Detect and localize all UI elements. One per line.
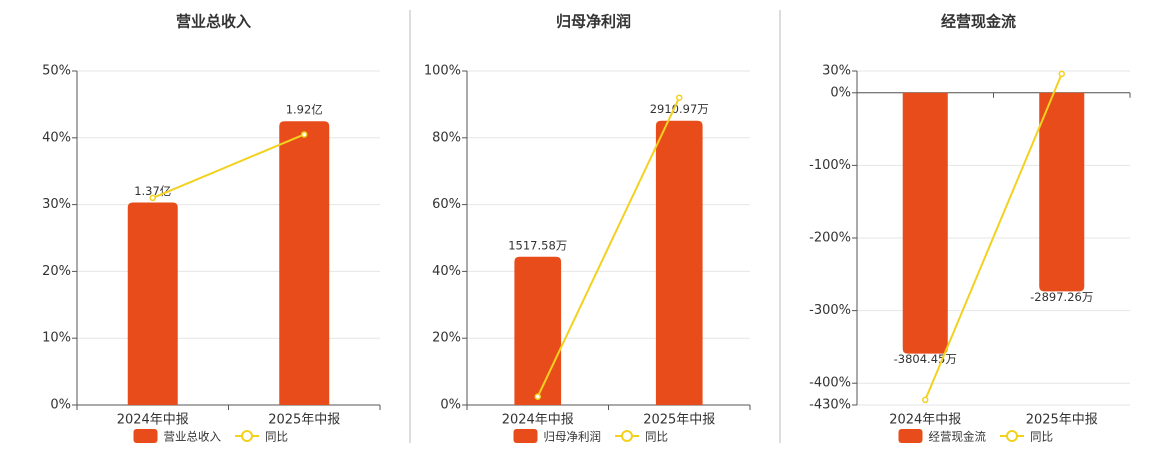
value-label: 2910.97万 (650, 102, 709, 116)
y-tick-label: 30% (42, 197, 71, 212)
line-point (922, 396, 929, 404)
legend-swatch (133, 429, 158, 443)
y-tick-label: 20% (42, 264, 71, 279)
y-tick-label: 60% (432, 197, 461, 212)
legend-label: 营业总收入 (164, 430, 222, 444)
x-tick-label: 2025年中报 (1026, 413, 1098, 428)
legend-swatch (241, 430, 253, 442)
value-label: 1.92亿 (286, 103, 323, 117)
x-tick-label: 2024年中报 (889, 413, 961, 428)
y-tick-label: -400% (809, 376, 851, 391)
chart-title: 营业总收入 (176, 13, 251, 31)
line-point (676, 94, 683, 101)
line (536, 97, 681, 398)
legend-swatch (621, 430, 633, 442)
y-tick-label: 100% (424, 64, 461, 79)
chart-title: 经营现金流 (941, 13, 1016, 31)
bar (279, 121, 330, 405)
y-tick-label: 0% (440, 398, 461, 413)
y-tick-label: 30% (822, 64, 851, 79)
y-tick-label: -430% (809, 398, 851, 413)
line-point (1058, 70, 1065, 78)
bar (514, 256, 562, 405)
legend-label: 同比 (645, 430, 668, 444)
line-point (149, 194, 156, 202)
y-tick-label: 0% (830, 85, 851, 100)
y-tick-label: 80% (432, 130, 461, 145)
y-tick-label: 0% (50, 398, 71, 413)
line-point (301, 131, 308, 138)
legend-swatch (898, 429, 923, 443)
legend-swatch (1006, 430, 1018, 442)
value-label: -2897.26万 (1030, 290, 1093, 304)
value-label: 1517.58万 (508, 238, 567, 252)
chart-title: 归母净利润 (556, 13, 631, 31)
legend-label: 经营现金流 (929, 430, 987, 444)
y-tick-label: -200% (809, 231, 851, 246)
x-tick-label: 2025年中报 (643, 413, 715, 428)
bar (902, 92, 948, 354)
line-point (534, 393, 541, 400)
x-tick-label: 2024年中报 (117, 413, 189, 428)
y-tick-label: 20% (432, 331, 461, 346)
legend-label: 同比 (1030, 430, 1053, 444)
line (924, 73, 1063, 401)
value-label: -3804.45万 (894, 352, 957, 366)
bar (1039, 92, 1085, 292)
legend-label: 同比 (265, 430, 288, 444)
y-tick-label: 50% (42, 64, 71, 79)
y-tick-label: -300% (809, 303, 851, 318)
line (152, 133, 305, 199)
y-tick-label: -100% (809, 158, 851, 173)
x-tick-label: 2025年中报 (268, 413, 340, 428)
y-tick-label: 40% (432, 264, 461, 279)
bar (655, 120, 703, 406)
x-tick-label: 2024年中报 (502, 413, 574, 428)
bar (127, 202, 178, 405)
legend-swatch (513, 429, 538, 443)
legend-label: 归母净利润 (544, 430, 602, 444)
y-tick-label: 40% (42, 130, 71, 145)
y-tick-label: 10% (42, 331, 71, 346)
